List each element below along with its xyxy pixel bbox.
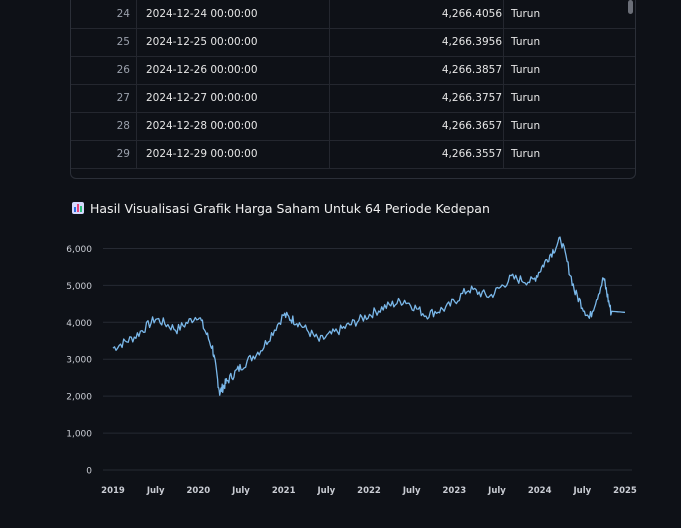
- row-index: 26: [71, 56, 137, 84]
- price-series-line: [112, 236, 625, 396]
- y-tick-label: 6,000: [66, 245, 92, 255]
- x-tick-label: 2021: [272, 486, 296, 496]
- date-cell: 2024-12-29 00:00:00: [146, 148, 258, 160]
- y-tick-label: 4,000: [66, 319, 92, 329]
- date-cell: 2024-12-26 00:00:00: [146, 64, 258, 76]
- y-tick-label: 1,000: [66, 430, 92, 440]
- value-cell: 4,266.3956: [329, 28, 502, 56]
- table-scrollbar[interactable]: [628, 0, 633, 14]
- x-tick-label: 2025: [613, 486, 637, 496]
- x-tick-label: July: [231, 486, 250, 496]
- x-tick-label: 2022: [357, 486, 381, 496]
- x-tick-label: 2024: [528, 486, 552, 496]
- trend-cell: Turun: [503, 56, 635, 84]
- trend-cell: Turun: [503, 112, 635, 140]
- y-tick-label: 3,000: [66, 356, 92, 366]
- x-tick-label: July: [487, 486, 506, 496]
- row-index: 25: [71, 28, 137, 56]
- value-cell: 4,266.3657: [329, 112, 502, 140]
- date-cell: 2024-12-24 00:00:00: [146, 8, 258, 20]
- value-cell: 4,266.4056: [329, 0, 502, 28]
- y-tick-label: 0: [86, 467, 92, 477]
- value-cell: 4,266.3757: [329, 84, 502, 112]
- table-row[interactable]: 25 2024-12-25 00:00:00 4,266.3956 Turun: [71, 28, 635, 57]
- x-tick-label: 2020: [186, 486, 210, 496]
- value-cell: 4,266.3557: [329, 140, 502, 168]
- date-cell: 2024-12-27 00:00:00: [146, 92, 258, 104]
- trend-cell: Turun: [503, 0, 635, 28]
- section-title: Hasil Visualisasi Grafik Harga Saham Unt…: [90, 200, 490, 216]
- x-tick-label: July: [572, 486, 591, 496]
- row-index: 29: [71, 140, 137, 168]
- date-cell: 2024-12-25 00:00:00: [146, 36, 258, 48]
- bar-chart-icon: [72, 202, 84, 214]
- date-cell: 2024-12-28 00:00:00: [146, 120, 258, 132]
- trend-cell: Turun: [503, 84, 635, 112]
- value-cell: 4,266.3857: [329, 56, 502, 84]
- data-table[interactable]: 24 2024-12-24 00:00:00 4,266.4056 Turun 25 20…: [70, 0, 636, 179]
- table-row[interactable]: 27 2024-12-27 00:00:00 4,266.3757 Turun: [71, 84, 635, 113]
- table-row[interactable]: 26 2024-12-26 00:00:00 4,266.3857 Turun: [71, 56, 635, 85]
- y-tick-label: 5,000: [66, 282, 92, 292]
- x-tick-label: 2019: [101, 486, 125, 496]
- table-row[interactable]: 28 2024-12-28 00:00:00 4,266.3657 Turun: [71, 112, 635, 141]
- x-tick-label: July: [316, 486, 335, 496]
- section-heading: Hasil Visualisasi Grafik Harga Saham Unt…: [72, 200, 490, 216]
- row-index: 27: [71, 84, 137, 112]
- table-row[interactable]: 29 2024-12-29 00:00:00 4,266.3557 Turun: [71, 140, 635, 169]
- x-tick-label: July: [146, 486, 165, 496]
- table-row[interactable]: 24 2024-12-24 00:00:00 4,266.4056 Turun: [71, 0, 635, 29]
- y-tick-label: 2,000: [66, 393, 92, 403]
- x-tick-label: July: [402, 486, 421, 496]
- x-tick-label: 2023: [442, 486, 466, 496]
- trend-cell: Turun: [503, 28, 635, 56]
- row-index: 28: [71, 112, 137, 140]
- trend-cell: Turun: [503, 140, 635, 168]
- row-index: 24: [71, 0, 137, 28]
